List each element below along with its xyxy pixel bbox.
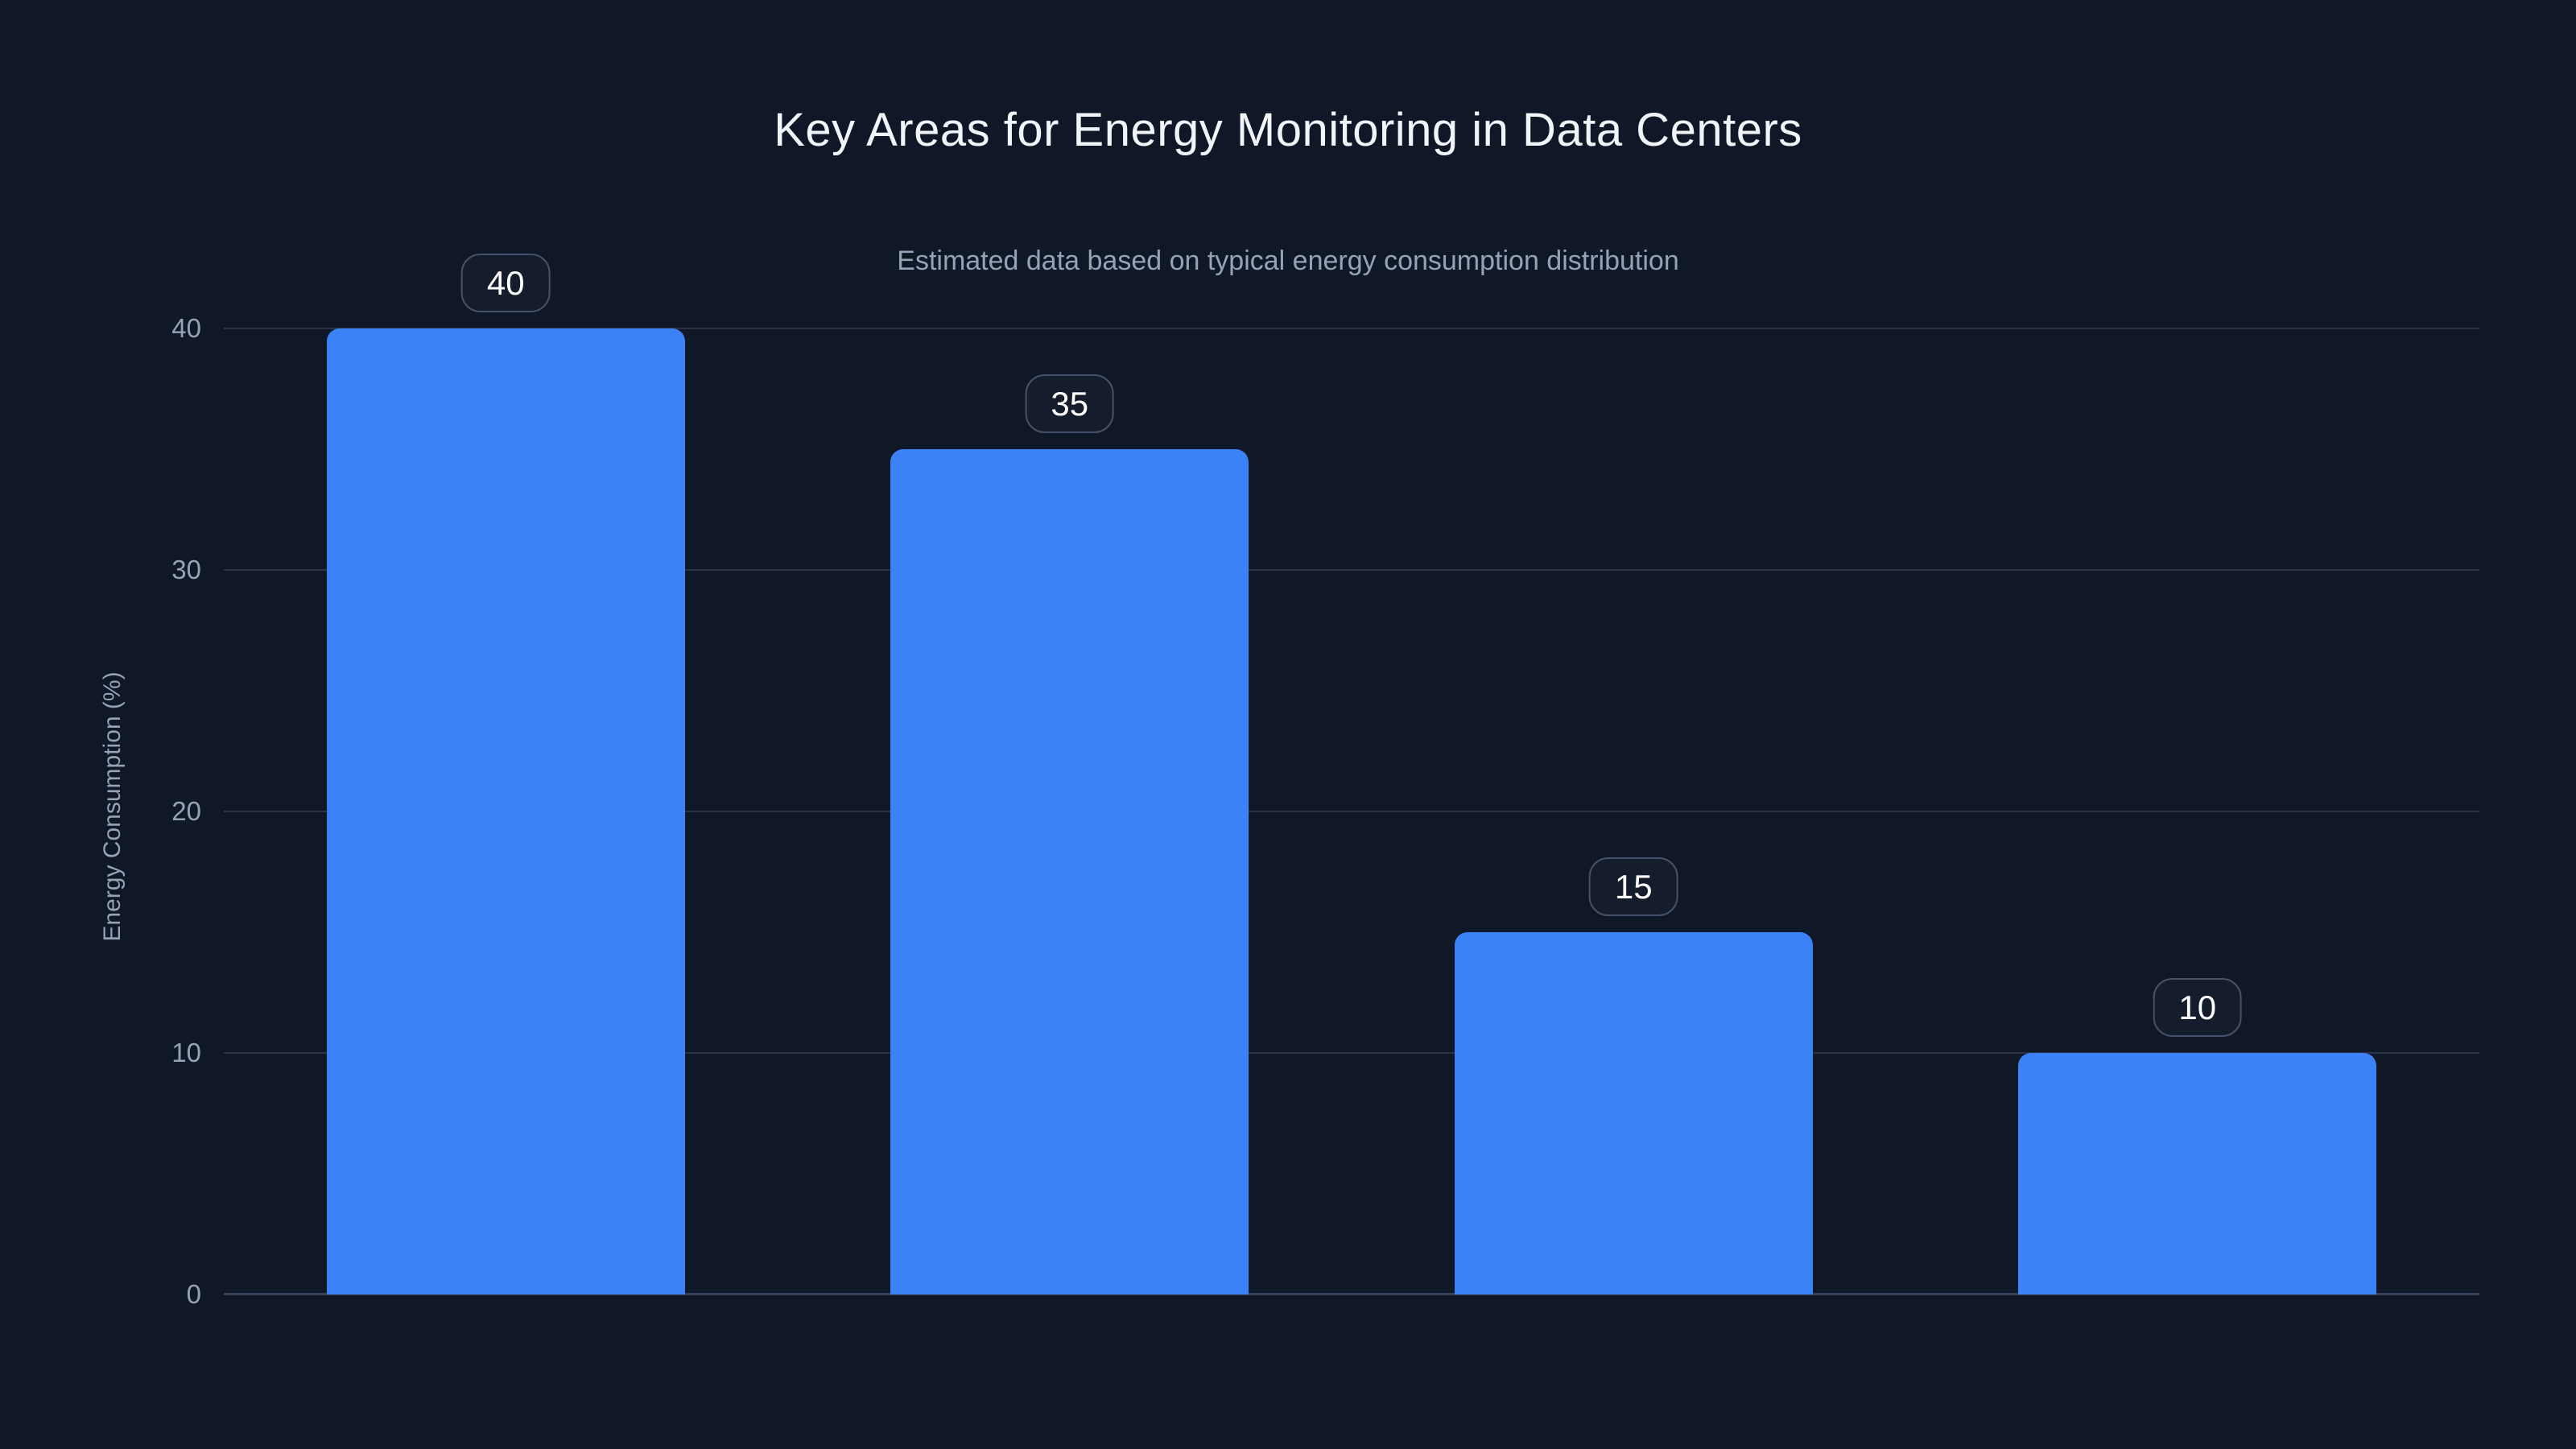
value-badge: 15 [1588,857,1678,916]
bar-servers[interactable] [890,449,1249,1294]
y-tick-label: 20 [171,796,201,826]
chart-title: Key Areas for Energy Monitoring in Data … [774,104,1802,156]
gridline-y40 [224,328,2479,329]
gridline-y30 [224,569,2479,571]
gridline-y10 [224,1052,2479,1054]
value-badge: 35 [1025,374,1115,433]
gridline-y20 [224,811,2479,812]
bar-cooling-systems[interactable] [326,328,685,1294]
y-tick-label: 30 [171,555,201,584]
chart-subtitle: Estimated data based on typical energy c… [897,246,1679,276]
y-tick-label: 40 [171,313,201,343]
x-axis-line [224,1293,2479,1295]
bar-lighting[interactable] [1454,932,1813,1294]
bar-networking-equipment[interactable] [2018,1053,2377,1294]
value-badge: 40 [460,254,551,312]
value-badge: 10 [2153,978,2243,1037]
y-tick-label: 10 [171,1038,201,1067]
y-tick-label: 0 [186,1279,201,1309]
